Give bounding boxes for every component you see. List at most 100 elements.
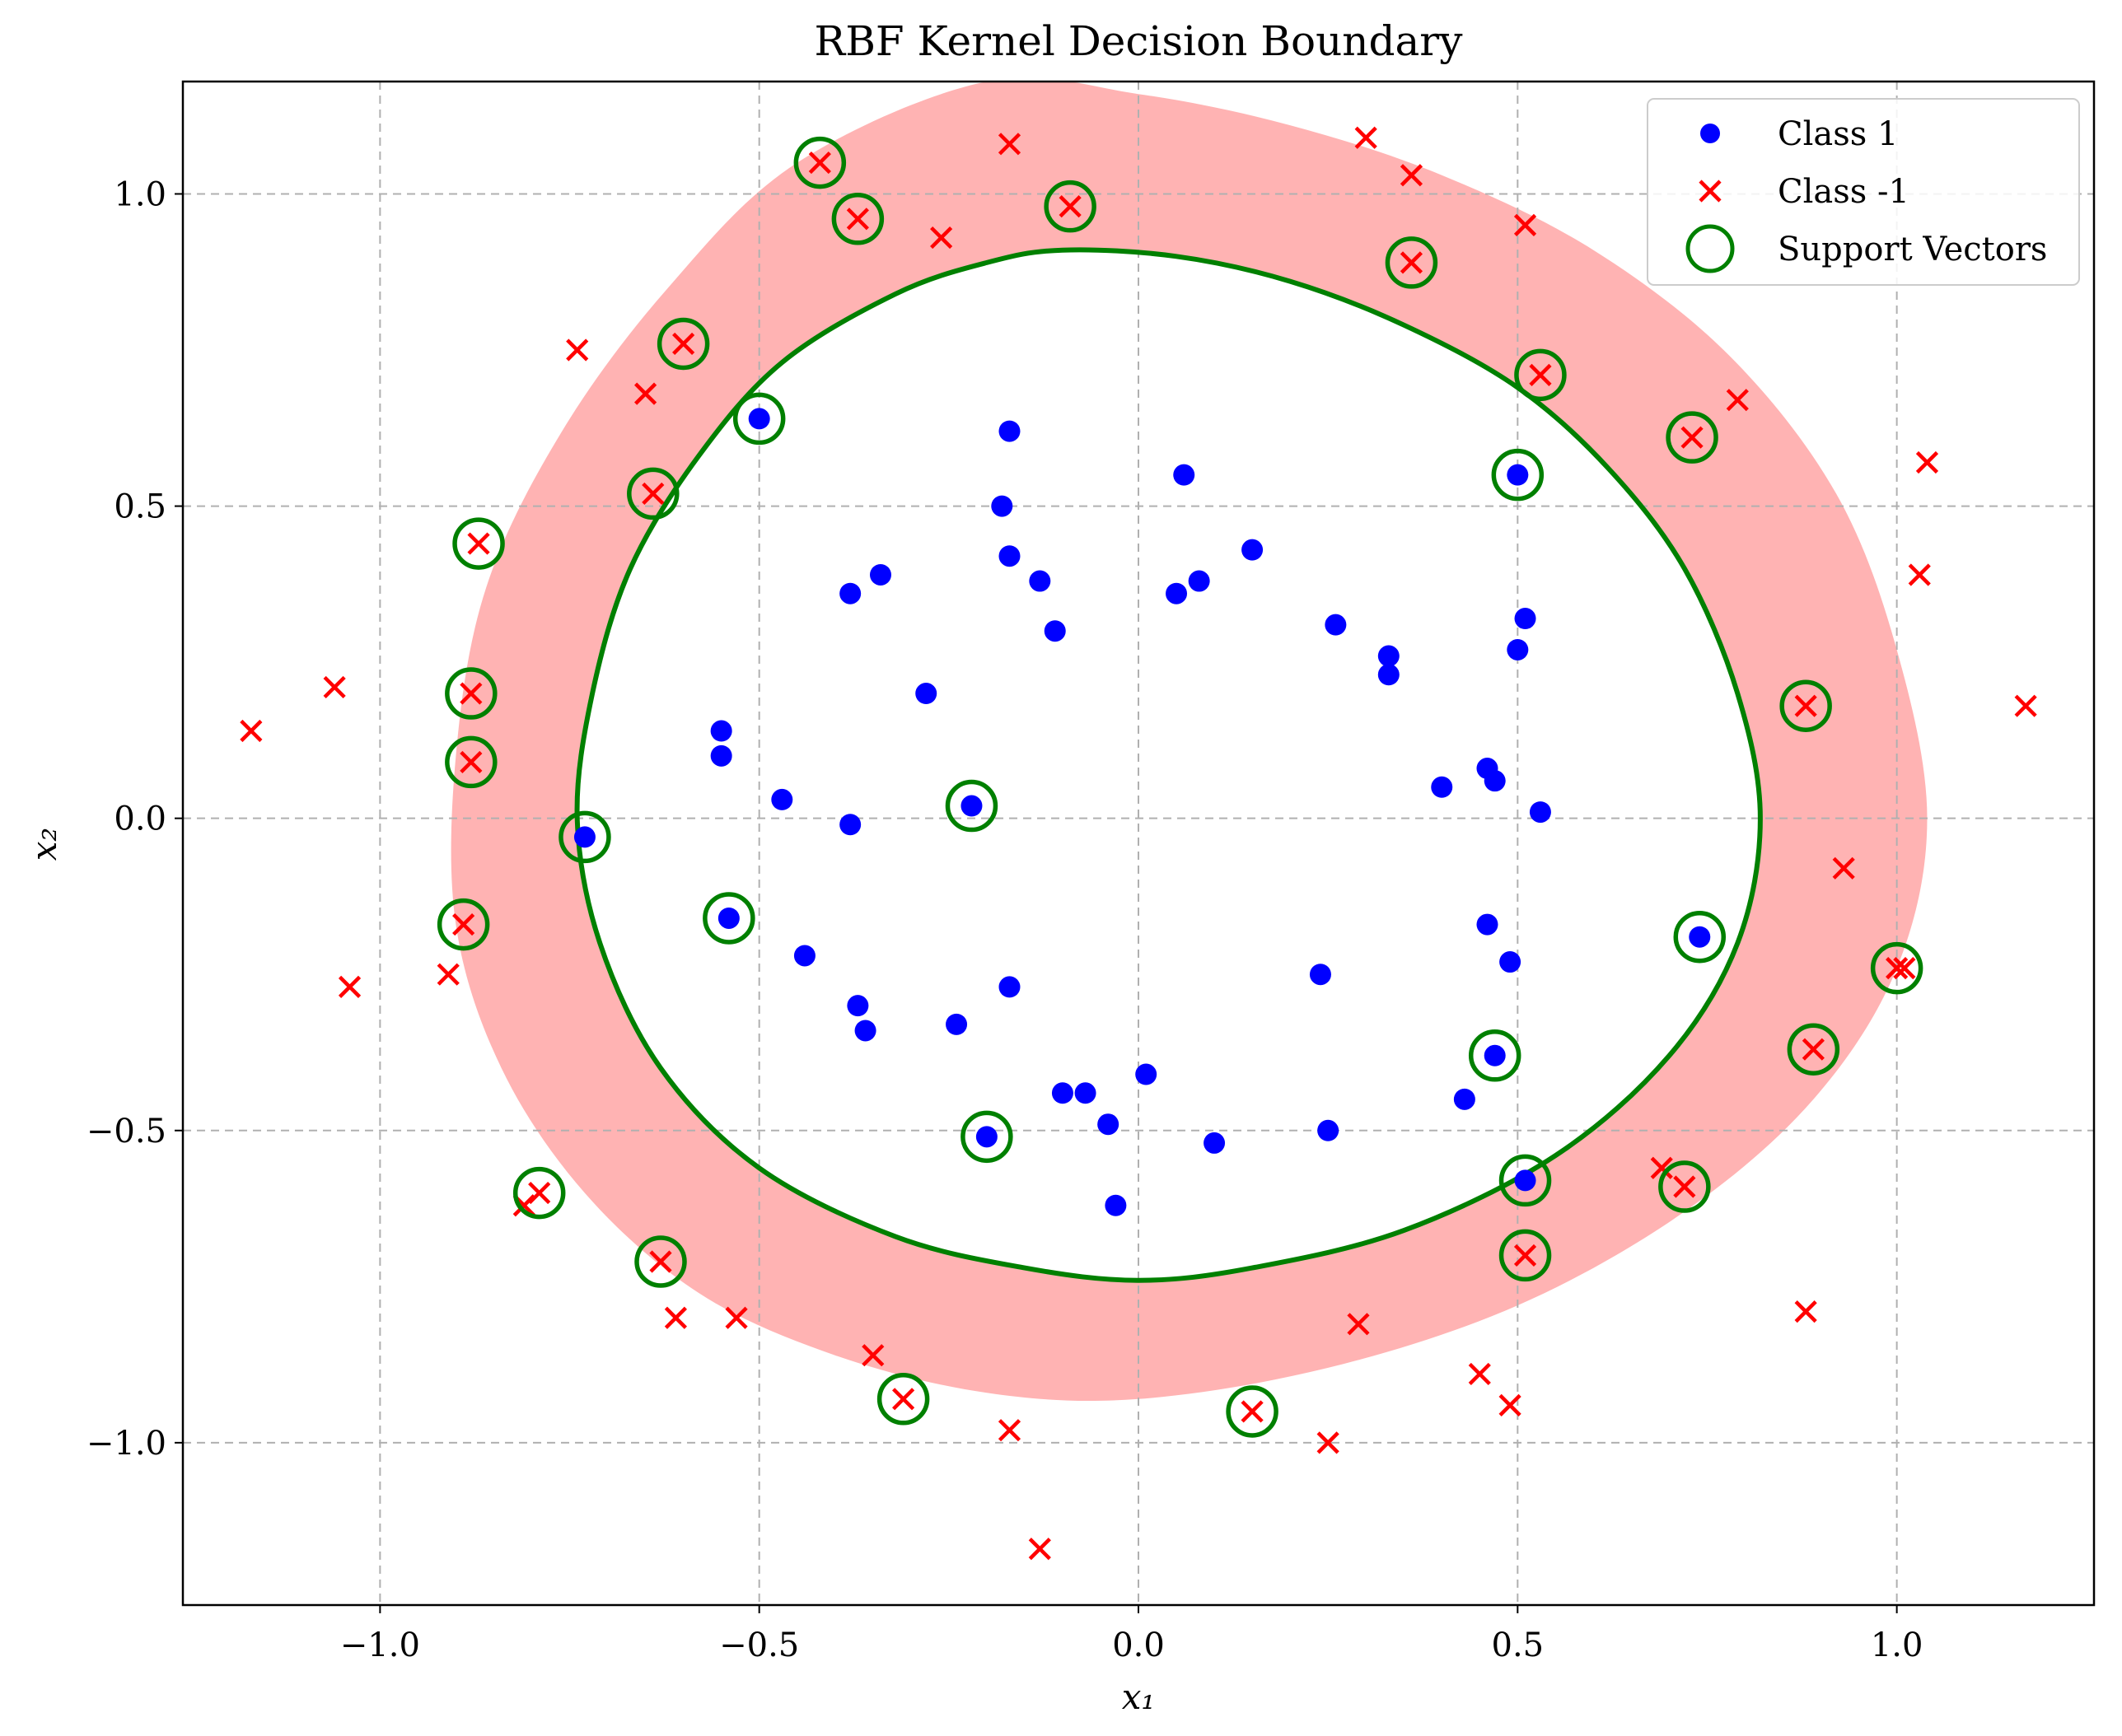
support-vector-ring [559,810,611,864]
class1-point [1204,1132,1226,1154]
class1-point [1097,1113,1119,1136]
class-neg1-point [1908,563,1931,586]
class1-point [1135,1063,1157,1085]
class1-point [998,545,1021,567]
class1-point [1188,570,1210,592]
legend-class-neg1-marker [1699,180,1722,203]
class-neg1-point [437,963,460,986]
support-vector-ring [437,898,490,951]
class1-point [1507,464,1529,486]
support-vector-ring [452,517,505,570]
support-vector-ring [1385,236,1438,289]
legend-label-class1: Class 1 [1778,115,1898,153]
legend-label-class-neg1: Class -1 [1778,173,1909,211]
class1-point [1484,1044,1506,1066]
support-vector-ring [1787,1023,1840,1076]
class-neg1-point [1241,1400,1264,1423]
support-vector-ring [1779,679,1832,732]
class1-point [854,1020,876,1042]
class1-point [991,495,1013,517]
y-tick-label: 0.0 [114,800,166,838]
class-neg1-point [725,1306,748,1329]
class-neg1-point [642,482,665,506]
x-tick-label: 0.5 [1492,1626,1545,1664]
class-neg1-point [664,1306,688,1329]
class-neg1-point [649,1250,672,1273]
class-neg1-point [1513,1244,1537,1267]
class-neg1-point [1832,856,1855,880]
support-vector-ring [876,1373,930,1426]
class-neg1-point [1794,1300,1817,1323]
class1-point [1453,1088,1475,1110]
class-neg1-point [1354,126,1377,149]
legend: Class 1 Class -1 Support Vectors [1647,98,2080,286]
class1-point [1166,582,1188,604]
class1-point [1484,770,1506,792]
class1-point [1689,926,1711,948]
class1-point [1105,1194,1127,1216]
y-tick-label: 1.0 [114,175,166,213]
class-neg1-point [1529,363,1552,386]
class1-point [869,563,891,586]
class1-point [1241,539,1264,561]
class1-point [710,720,732,742]
support-vector-ring [1498,1229,1552,1282]
y-tick-label: 0.5 [114,488,166,526]
support-vector-ring [1468,1029,1521,1082]
class-neg1-point [566,338,589,362]
class1-point [573,826,596,848]
class-neg1-point [452,912,475,936]
class1-point [710,744,732,767]
decision-boundary [574,247,1763,1283]
class-neg1-point [323,675,346,699]
class1-point [839,814,862,836]
class1-point [717,907,740,929]
y-tick-label: −0.5 [86,1113,166,1150]
class1-point [975,1126,998,1148]
class-neg1-point [1468,1362,1491,1386]
legend-label-support-vectors: Support Vectors [1778,231,2047,268]
class-neg1-point [808,151,831,175]
plot-area [183,82,2094,1605]
class-neg1-point [460,682,483,705]
support-vector-ring [634,1235,687,1288]
class1-point [1051,1082,1073,1104]
support-vector-ring [512,1166,566,1220]
class-neg1-point [672,332,695,356]
x-tick-label: 0.0 [1112,1626,1165,1664]
class-neg1-point [1886,957,1909,980]
legend-box [1647,98,2080,286]
support-vector-ring [627,467,680,520]
y-axis-label: x₂ [24,828,64,861]
support-vector-ring [1658,1160,1711,1213]
class1-point [1074,1082,1096,1104]
support-vector-ring [945,779,998,833]
class1-point [1499,951,1521,973]
class-neg1-point [930,226,953,250]
class1-point [1044,620,1066,642]
class1-point [1173,464,1195,486]
support-vector-ring [445,667,498,720]
class1-point [793,945,816,967]
class-neg1-point [998,133,1021,156]
margin-band [451,82,1928,1402]
support-vector-ring [1514,348,1567,402]
class1-point [1029,570,1051,592]
class1-point [998,420,1021,442]
legend-support-vectors-marker [1685,224,1735,273]
class-neg1-point [846,208,869,231]
support-vector-ring [793,136,847,189]
x-axis: −1.0 −0.5 0.0 0.5 1.0 [340,1605,1923,1664]
support-vector-ring [1870,941,1923,995]
class-neg1-point [1400,164,1423,187]
class-neg1-point [1726,389,1749,412]
class-neg1-point [1400,251,1423,274]
class-neg1-point [240,719,263,743]
class-neg1-point [633,382,657,405]
support-vector-ring [1044,180,1096,233]
class-neg1-point [1802,1038,1825,1061]
support-vector-ring [1491,448,1545,502]
class-neg1-point [528,1181,551,1205]
class-neg1-point [467,532,490,555]
